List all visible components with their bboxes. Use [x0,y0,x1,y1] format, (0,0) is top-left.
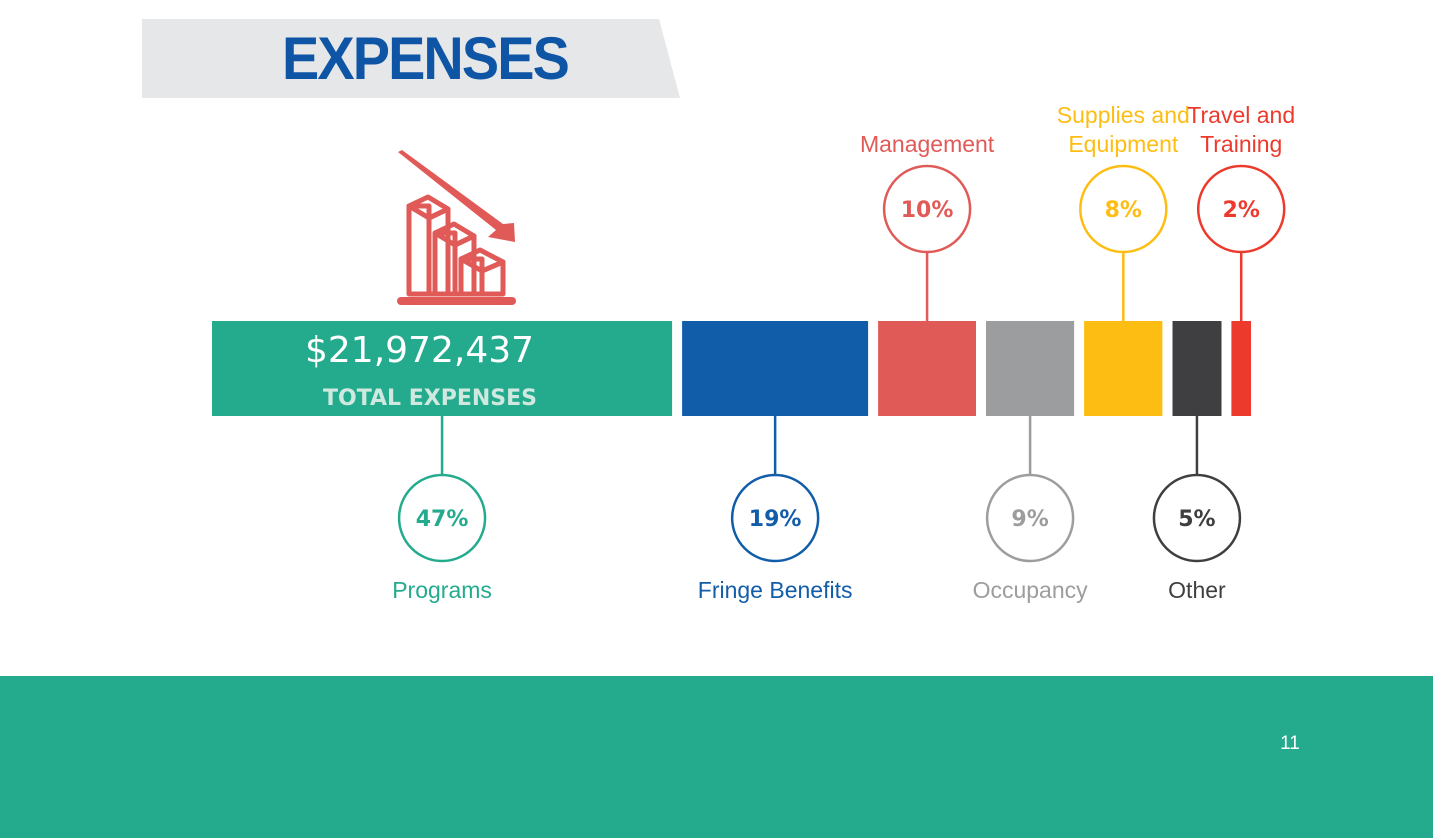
bar-segment-management [878,321,976,416]
total-amount: $21,972,437 [305,330,534,371]
callout-circle-travel-and-training [1196,164,1286,254]
title-banner [142,19,680,98]
expenses-chart: 47% Programs 19% Fringe Benefits 10% Manageme… [212,102,1295,603]
bar-segment-fringe-benefits [682,321,869,416]
category-label-occupancy: Occupancy [973,577,1089,603]
percent-label-programs: 47% [416,507,469,532]
callout-circle-programs [397,473,487,563]
percent-label-other: 5% [1178,507,1215,532]
category-label-fringe-benefits: Fringe Benefits [698,577,853,603]
category-label-supplies-and-equipment: Supplies and Equipment [1057,102,1190,157]
total-label: TOTAL EXPENSES [323,386,537,411]
page-title: EXPENSES [282,25,570,92]
bar-segment-occupancy [986,321,1075,416]
callout-circle-management [882,164,972,254]
percent-label-management: 10% [901,198,954,223]
category-label-other: Other [1168,577,1226,603]
declining-bar-chart-icon [397,150,516,305]
footer-band [0,676,1433,838]
category-label-programs: Programs [392,577,492,603]
bar-segment-other [1172,321,1222,416]
callout-circle-fringe-benefits [730,473,820,563]
page-number: 11 [1280,733,1300,754]
bar-segment-supplies-and-equipment [1084,321,1163,416]
callout-circle-other [1152,473,1242,563]
percent-label-travel-and-training: 2% [1223,198,1260,223]
percent-label-supplies-and-equipment: 8% [1105,198,1142,223]
category-label-management: Management [860,131,995,157]
percent-label-occupancy: 9% [1011,507,1048,532]
category-label-travel-and-training: Travel and Training [1187,102,1295,157]
callout-circle-occupancy [985,473,1075,563]
callout-circle-supplies-and-equipment [1079,164,1168,254]
bar-segment-programs [212,321,673,416]
bar-segment-travel-and-training [1231,321,1251,416]
percent-label-fringe-benefits: 19% [749,507,802,532]
